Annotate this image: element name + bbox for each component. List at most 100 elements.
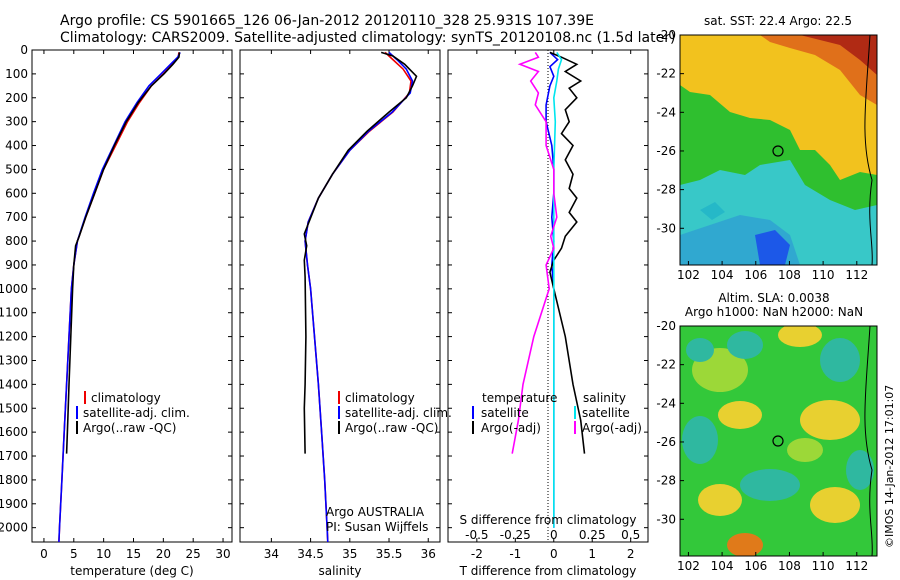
temperature-series	[58, 52, 181, 543]
sla-map-title-2: Argo h1000: NaN h2000: NaN	[685, 305, 863, 319]
x-tick-label: 36	[421, 547, 436, 561]
x-tick-label: 35	[342, 547, 357, 561]
lon-tick-label: 110	[812, 268, 835, 282]
x-tick-label: 34.5	[297, 547, 324, 561]
depth-tick-label: 800	[5, 234, 28, 248]
depth-axis-ticks: 0 100 200 300 400 500 600 700 800 900 1000 1100 1200…	[0, 43, 648, 535]
imos-credit: ©IMOS 14-Jan-2012 17:01:07	[883, 385, 896, 548]
legend-climatology-label: climatology	[91, 391, 161, 405]
sla-field	[680, 326, 877, 556]
sla-lat-ticks: -20 -22 -24 -26 -28 -30	[656, 319, 684, 526]
series-line-0	[58, 52, 180, 543]
lat-tick-label: -28	[656, 183, 676, 197]
salinity-plot-frame	[239, 49, 441, 543]
depth-tick-label: 1100	[0, 306, 28, 320]
lon-tick-label: 106	[744, 268, 767, 282]
lat-tick-label: -30	[656, 221, 676, 235]
temperature-plot-frame	[31, 49, 233, 543]
s-tick-label: 0.25	[579, 528, 606, 542]
float-pi-label: PI: Susan Wijffels	[326, 520, 428, 534]
s-difference-axis-ticks: -0.5 -0.25 0 0.25 0.5	[465, 528, 640, 542]
lat-tick-label: -28	[656, 474, 676, 488]
x-tick-label: 20	[156, 547, 171, 561]
x-tick-label: 35.5	[376, 547, 403, 561]
lat-tick-label: -30	[656, 512, 676, 526]
lon-tick-label: 110	[812, 559, 835, 573]
depth-tick-label: 1800	[0, 473, 28, 487]
x-tick-label: 34	[264, 547, 279, 561]
s-tick-label: -0.5	[465, 528, 488, 542]
series-line-2	[552, 51, 563, 528]
legend-climatology-label: climatology	[345, 391, 415, 405]
header-line1: Argo profile: CS 5901665_126 06-Jan-2012…	[60, 13, 594, 29]
legend-argo-label: Argo(..raw -QC)	[83, 421, 176, 435]
depth-tick-label: 400	[5, 139, 28, 153]
depth-tick-label: 0	[20, 43, 28, 57]
depth-tick-label: 700	[5, 210, 28, 224]
series-line-2	[65, 52, 181, 454]
legend-satellite-label: satellite-adj. clim.	[345, 406, 452, 420]
s-difference-xlabel: S difference from climatology	[460, 513, 637, 527]
sst-lat-ticks: -20 -22 -24 -26 -28 -30	[656, 28, 684, 235]
t-difference-axis-ticks: -2 -1 0 1 2	[471, 50, 635, 561]
salinity-series	[303, 51, 418, 543]
depth-tick-label: 1000	[0, 282, 28, 296]
depth-tick-label: 1200	[0, 330, 28, 344]
x-tick-label: 2	[627, 547, 635, 561]
x-tick-label: 0	[40, 547, 48, 561]
s-tick-label: 0.5	[621, 528, 640, 542]
x-tick-label: 10	[96, 547, 111, 561]
depth-tick-label: 1300	[0, 353, 28, 367]
depth-tick-label: 600	[5, 186, 28, 200]
x-tick-label: 25	[186, 547, 201, 561]
lat-tick-label: -24	[656, 105, 676, 119]
legend-satellite-label: satellite-adj. clim.	[83, 406, 190, 420]
legend-argo-label: Argo(..raw -QC)	[345, 421, 438, 435]
series-line-1	[58, 52, 181, 543]
lon-tick-label: 102	[677, 559, 700, 573]
depth-tick-label: 1700	[0, 449, 28, 463]
sla-map: Altim. SLA: 0.0038 Argo h1000: NaN h2000…	[656, 291, 878, 573]
depth-tick-label: 1600	[0, 425, 28, 439]
difference-panel: -2 -1 0 1 2 -0.5 -0.25 0 0.25 0.5 S difference f…	[447, 49, 649, 578]
legend-s-argo-label: Argo(-adj)	[582, 421, 642, 435]
lon-tick-label: 112	[845, 559, 868, 573]
lat-tick-label: -24	[656, 396, 676, 410]
x-tick-label: 15	[126, 547, 141, 561]
legend-t-satellite-label: satellite	[481, 406, 529, 420]
legend-t-argo-label: Argo(-adj)	[481, 421, 541, 435]
depth-tick-label: 300	[5, 115, 28, 129]
sst-lon-ticks: 102 104 106 108 110 112	[677, 261, 868, 282]
series-line-1	[304, 51, 414, 543]
difference-series	[511, 51, 586, 528]
sla-map-title-1: Altim. SLA: 0.0038	[718, 291, 829, 305]
series-line-0	[304, 51, 412, 543]
sla-map-frame	[679, 325, 878, 557]
salinity-axis-ticks: 34 34.5 35 35.5 36	[264, 50, 436, 561]
lon-tick-label: 104	[711, 268, 734, 282]
depth-tick-label: 100	[5, 67, 28, 81]
s-tick-label: -0.25	[500, 528, 531, 542]
difference-legend: temperature satellite Argo(-adj) salinit…	[472, 391, 642, 435]
temperature-xlabel: temperature (deg C)	[70, 564, 193, 578]
x-tick-label: 30	[215, 547, 230, 561]
depth-tick-label: 2000	[0, 521, 28, 535]
salinity-xlabel: salinity	[318, 564, 361, 578]
depth-tick-label: 200	[5, 91, 28, 105]
sst-field	[680, 35, 877, 265]
lat-tick-label: -22	[656, 358, 676, 372]
depth-tick-label: 1900	[0, 497, 28, 511]
t-difference-xlabel: T difference from climatology	[459, 564, 637, 578]
temperature-axis-ticks: 0 5 10 15 20 25 30	[40, 50, 231, 561]
sst-map-frame	[679, 34, 878, 266]
lat-tick-label: -22	[656, 67, 676, 81]
lat-tick-label: -26	[656, 435, 676, 449]
salinity-panel: 34 34.5 35 35.5 36 salinity climatology sate…	[239, 49, 452, 578]
series-line-3	[511, 51, 558, 454]
lat-tick-label: -20	[656, 28, 676, 42]
lon-tick-label: 108	[778, 268, 801, 282]
depth-tick-label: 1400	[0, 377, 28, 391]
depth-tick-label: 900	[5, 258, 28, 272]
x-tick-label: -1	[509, 547, 521, 561]
